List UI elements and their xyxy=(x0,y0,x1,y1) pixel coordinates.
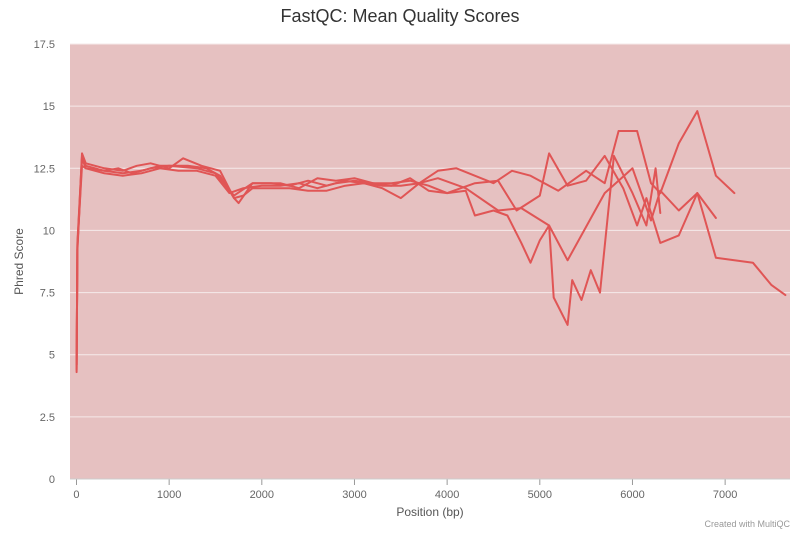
y-tick-label: 12.5 xyxy=(34,163,55,175)
x-tick-label: 6000 xyxy=(620,489,644,501)
y-tick-label: 17.5 xyxy=(34,39,55,51)
x-tick-label: 2000 xyxy=(250,489,274,501)
credit-text: Created with MultiQC xyxy=(704,519,790,529)
x-tick-label: 5000 xyxy=(528,489,552,501)
x-tick-label: 3000 xyxy=(342,489,366,501)
series-line-4 xyxy=(75,152,717,371)
y-tick-label: 0 xyxy=(49,474,55,486)
x-tick-label: 7000 xyxy=(713,489,737,501)
x-tick-label: 1000 xyxy=(157,489,181,501)
x-tick-label: 0 xyxy=(73,489,79,501)
y-axis-label: Phred Score xyxy=(12,228,26,295)
y-tick-label: 5 xyxy=(49,350,55,362)
chart-title: FastQC: Mean Quality Scores xyxy=(280,6,520,26)
series-line-2 xyxy=(75,110,736,366)
y-tick-label: 2.5 xyxy=(40,412,55,424)
x-tick-label: 4000 xyxy=(435,489,459,501)
plot-background xyxy=(70,44,790,479)
y-tick-label: 15 xyxy=(43,101,55,113)
y-tick-label: 10 xyxy=(43,225,55,237)
x-axis-label: Position (bp) xyxy=(396,505,463,519)
y-tick-label: 7.5 xyxy=(40,288,55,300)
